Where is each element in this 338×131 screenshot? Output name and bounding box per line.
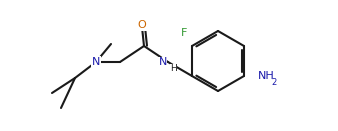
Text: H: H	[170, 64, 177, 73]
Text: O: O	[138, 20, 146, 30]
Text: F: F	[181, 28, 187, 38]
Text: 2: 2	[271, 78, 276, 87]
Text: NH: NH	[258, 71, 275, 81]
Text: N: N	[92, 57, 100, 67]
Text: N: N	[159, 57, 167, 67]
